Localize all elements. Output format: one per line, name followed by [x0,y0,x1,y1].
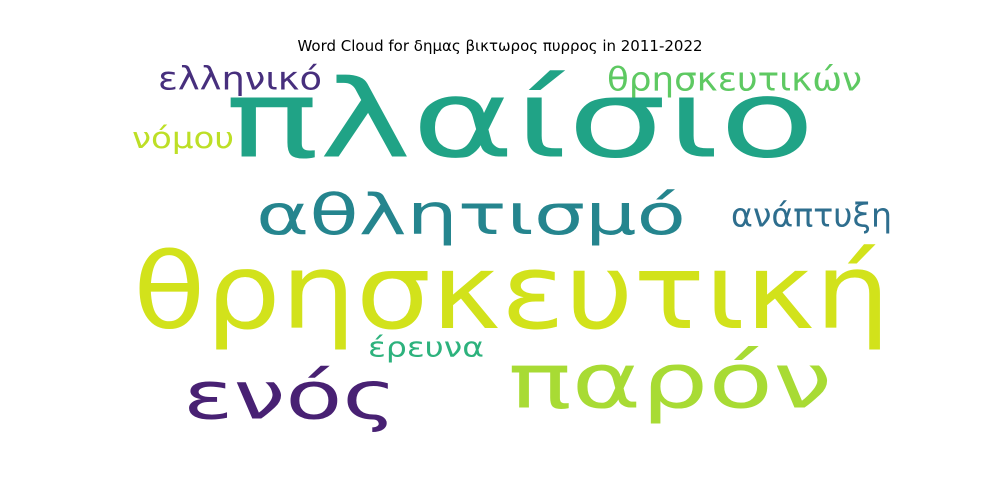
word-4: ενός [183,358,397,435]
word-5: αθλητισμό [256,182,686,248]
word-1: πλαίσιο [225,56,815,182]
word-10: έρευνα [368,332,484,364]
word-6: ελληνικό [158,61,322,98]
word-2: θρησκευτική [133,232,890,353]
word-3: παρόν [508,336,832,426]
word-8: ανάπτυξη [731,196,892,235]
word-9: νόμου [132,120,234,155]
chart-title: Word Cloud for δημας βικτωρος πυρρος in … [297,37,703,55]
word-7: θρησκευτικών [607,61,862,99]
